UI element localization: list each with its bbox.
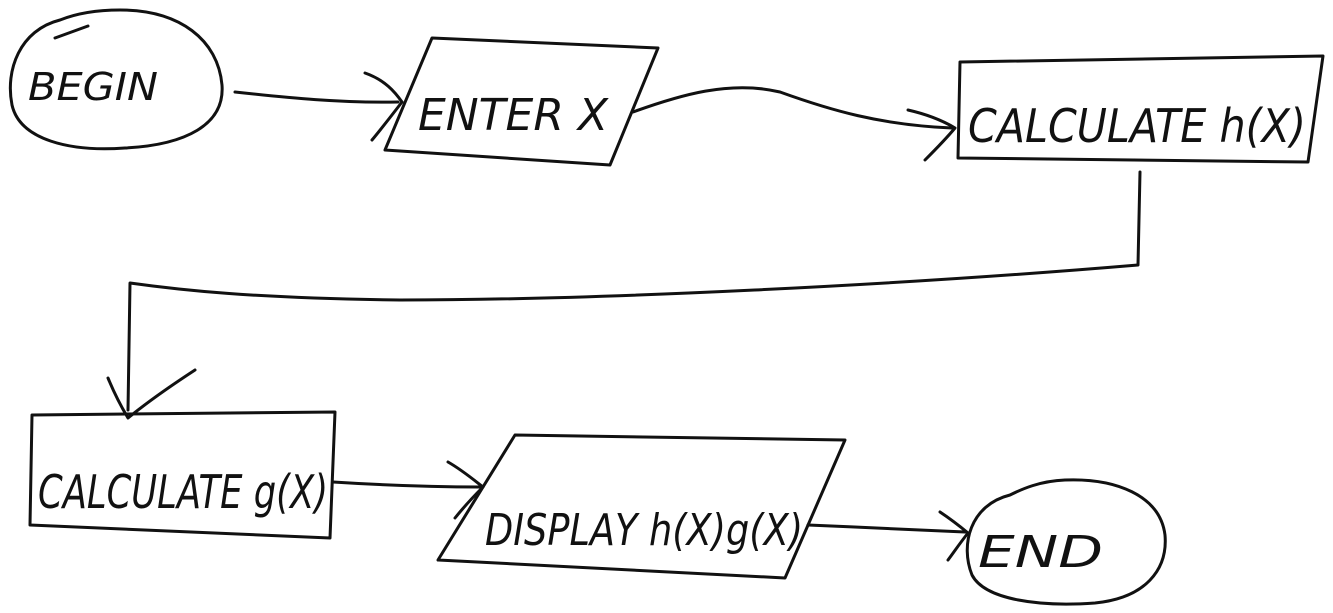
begin-sketch-tick <box>53 24 90 40</box>
node-end: END <box>965 478 1167 606</box>
edge-calcg-display <box>331 460 485 520</box>
edge-calcg-display-line <box>331 480 482 489</box>
begin-label: BEGIN <box>28 65 158 109</box>
edge-calch-calcg-arrowhead <box>106 368 197 420</box>
calc-h-box <box>956 54 1325 164</box>
node-calc-g: CALCULATE g(X) <box>28 410 337 540</box>
edge-enter-calch-line <box>631 86 954 130</box>
edge-display-end-line <box>806 523 967 534</box>
node-calc-h: CALCULATE h(X) <box>956 54 1325 164</box>
end-ellipse <box>965 478 1167 606</box>
edge-display-end-arrowhead <box>938 510 970 562</box>
node-display: DISPLAY h(X)g(X) <box>436 433 847 580</box>
edge-calcg-display-arrowhead <box>446 460 485 520</box>
display-label: DISPLAY h(X)g(X) <box>485 505 803 556</box>
edge-begin-enter <box>233 71 404 142</box>
calc-h-label: CALCULATE h(X) <box>968 99 1306 153</box>
end-label: END <box>978 527 1103 578</box>
edge-enter-calch-arrowhead <box>906 108 957 162</box>
node-begin: BEGIN <box>8 8 224 151</box>
enter-parallelogram <box>383 36 660 167</box>
edge-calch-calcg <box>106 170 1142 420</box>
edge-begin-enter-line <box>233 90 400 104</box>
display-parallelogram <box>436 433 847 580</box>
calc-g-label: CALCULATE g(X) <box>38 465 328 519</box>
edge-calch-calcg-line <box>126 170 1142 412</box>
edge-begin-enter-arrowhead <box>363 71 404 142</box>
node-enter: ENTER X <box>383 36 660 167</box>
edge-enter-calch <box>631 86 957 162</box>
calc-g-box <box>28 410 337 540</box>
begin-ellipse <box>8 8 224 151</box>
enter-label: ENTER X <box>418 90 609 141</box>
edge-display-end <box>806 510 970 562</box>
